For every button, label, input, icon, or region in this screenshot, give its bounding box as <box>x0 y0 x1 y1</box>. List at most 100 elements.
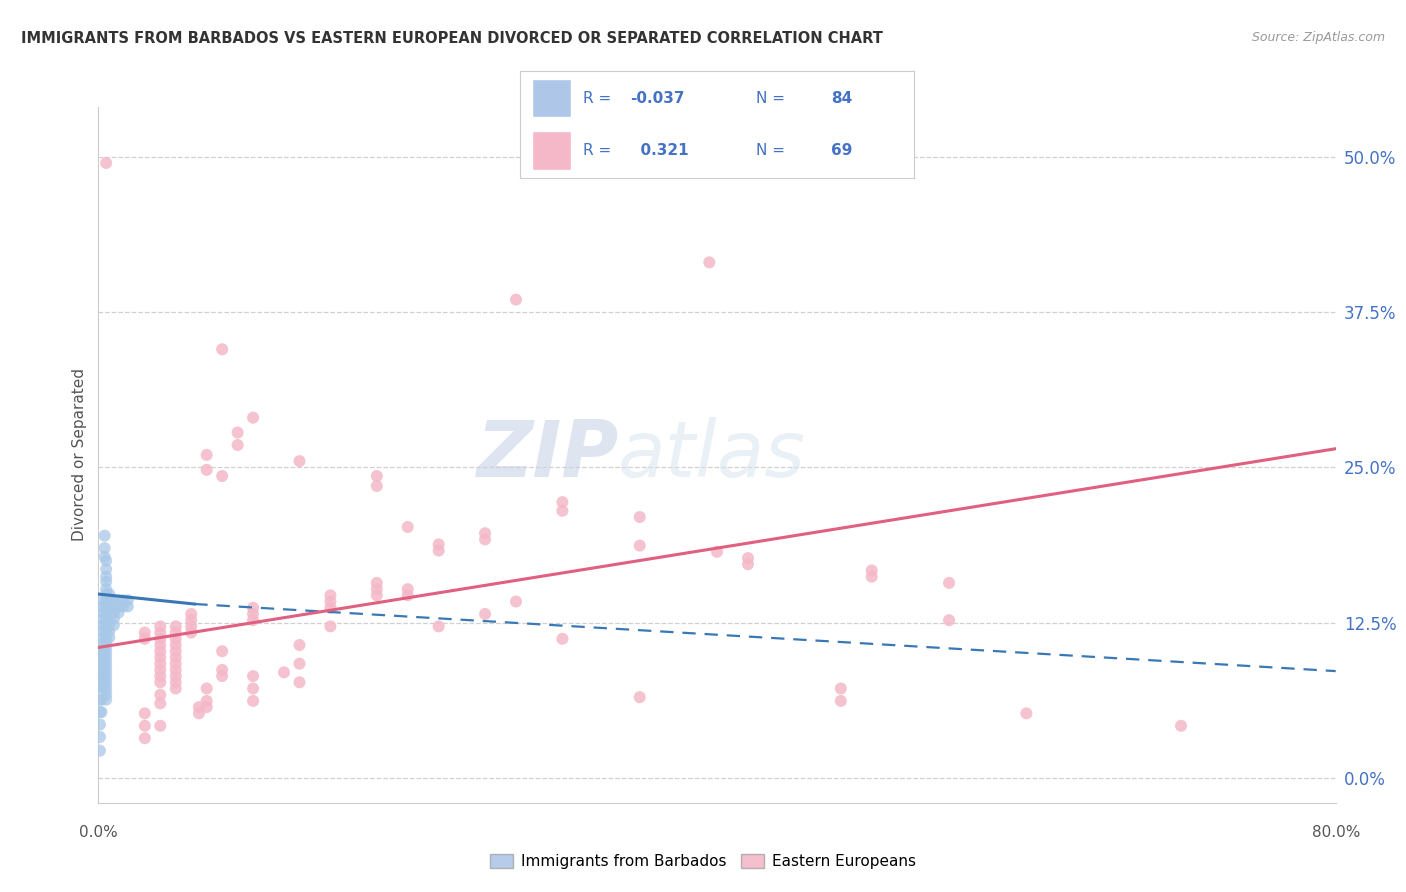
Point <box>165 632 187 646</box>
Point <box>98 631 121 645</box>
Text: 0.0%: 0.0% <box>79 825 118 840</box>
Point <box>366 582 388 596</box>
Point <box>474 533 496 547</box>
Point <box>551 632 574 646</box>
Point <box>737 558 759 572</box>
Point <box>90 705 112 719</box>
Point <box>103 612 125 626</box>
Point <box>134 632 156 646</box>
Point <box>149 638 172 652</box>
Text: IMMIGRANTS FROM BARBADOS VS EASTERN EUROPEAN DIVORCED OR SEPARATED CORRELATION C: IMMIGRANTS FROM BARBADOS VS EASTERN EURO… <box>21 31 883 46</box>
Point <box>860 570 883 584</box>
Text: R =: R = <box>583 143 616 158</box>
Point <box>427 619 450 633</box>
Point <box>96 653 118 667</box>
Point <box>112 599 135 614</box>
Text: Source: ZipAtlas.com: Source: ZipAtlas.com <box>1251 31 1385 45</box>
Point <box>117 599 139 614</box>
Point <box>90 692 112 706</box>
Point <box>96 638 118 652</box>
Point <box>91 599 114 614</box>
Point <box>96 628 118 642</box>
Point <box>91 631 114 645</box>
Point <box>165 625 187 640</box>
Point <box>180 607 202 621</box>
Point <box>860 564 883 578</box>
Point <box>96 633 118 648</box>
Point <box>195 448 218 462</box>
Point <box>89 643 111 657</box>
Point <box>91 637 114 651</box>
Point <box>91 606 114 620</box>
Point <box>242 681 264 696</box>
Point <box>91 618 114 632</box>
Y-axis label: Divorced or Separated: Divorced or Separated <box>72 368 87 541</box>
Point <box>134 706 156 721</box>
Point <box>180 625 202 640</box>
Point <box>149 632 172 646</box>
Point <box>96 613 118 627</box>
Point <box>706 545 728 559</box>
Point <box>103 606 125 620</box>
Point <box>288 638 311 652</box>
Point <box>938 575 960 590</box>
Point <box>149 657 172 671</box>
Point <box>551 495 574 509</box>
Point <box>91 624 114 639</box>
Point <box>366 469 388 483</box>
Point <box>91 643 114 657</box>
Point <box>96 663 118 677</box>
Bar <box>531 131 571 169</box>
Point <box>474 607 496 621</box>
Point <box>96 570 118 584</box>
Point <box>737 551 759 566</box>
Point <box>96 668 118 682</box>
Point <box>93 529 115 543</box>
Point <box>505 293 527 307</box>
Point <box>427 537 450 551</box>
Point <box>89 656 111 670</box>
Point <box>96 574 118 589</box>
Point <box>366 588 388 602</box>
Point <box>89 680 111 694</box>
Point <box>288 675 311 690</box>
Point <box>938 613 960 627</box>
Text: ZIP: ZIP <box>475 417 619 493</box>
Point <box>628 690 651 705</box>
Point <box>96 582 118 596</box>
Point <box>91 649 114 664</box>
Point <box>226 425 249 440</box>
Point <box>98 587 121 601</box>
Text: atlas: atlas <box>619 417 806 493</box>
Point <box>103 599 125 614</box>
Point <box>96 688 118 702</box>
Point <box>211 663 233 677</box>
Point <box>96 156 118 170</box>
Point <box>165 669 187 683</box>
Point <box>830 694 852 708</box>
Point <box>96 648 118 662</box>
Point <box>211 469 233 483</box>
Point <box>551 504 574 518</box>
Point <box>117 593 139 607</box>
Point <box>90 680 112 694</box>
Point <box>273 665 295 680</box>
Point <box>96 599 118 613</box>
Point <box>830 681 852 696</box>
Point <box>242 607 264 621</box>
Point <box>366 575 388 590</box>
Point <box>98 624 121 639</box>
Point <box>134 719 156 733</box>
Point <box>96 657 118 672</box>
Point <box>165 619 187 633</box>
Point <box>366 479 388 493</box>
Point <box>396 520 419 534</box>
Point <box>96 623 118 637</box>
Point <box>96 678 118 692</box>
Point <box>91 656 114 670</box>
Point <box>96 562 118 576</box>
Point <box>180 613 202 627</box>
Point <box>165 657 187 671</box>
Point <box>195 700 218 714</box>
Point <box>98 593 121 607</box>
